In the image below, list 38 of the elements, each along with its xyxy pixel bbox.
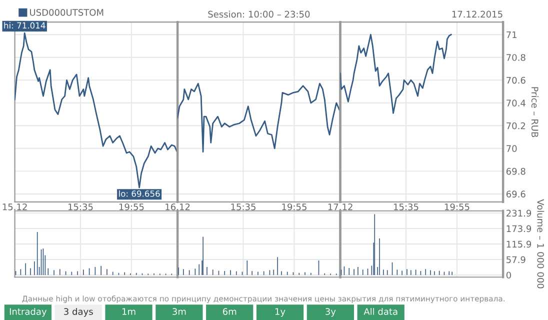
- x-tick-label: 15:35: [68, 203, 93, 210]
- annotation: hi: 71.014: [4, 22, 46, 29]
- y-tick-label: 70.4: [506, 100, 526, 106]
- text: 6m: [222, 308, 236, 315]
- y-tick-label: 69.6: [506, 190, 526, 198]
- x-tick-label: 16.12: [166, 203, 190, 210]
- y-tick-label: 57.9: [506, 256, 526, 264]
- legend-label: USD000UTSTOM: [30, 8, 104, 16]
- line-series: [340, 34, 452, 114]
- x-tick-label: 17.12: [328, 203, 352, 210]
- y-tick-label: 70.8: [506, 54, 526, 61]
- chart-title: Session: 10:00 – 23:50: [208, 10, 310, 18]
- x-tick-label: 19:55: [282, 203, 306, 210]
- x-tick-label: 15:35: [231, 203, 256, 210]
- y-tick-label: 70: [506, 145, 517, 152]
- y-tick-label: 231.9: [506, 210, 532, 217]
- text: 3 days: [64, 308, 93, 317]
- y-axis-title: Volume – 1 000 000: [537, 199, 544, 288]
- x-tick-label: 19:55: [119, 203, 144, 210]
- text: All data: [364, 308, 398, 315]
- chart-subtitle: 17.12.2015: [452, 10, 502, 18]
- x-tick-label: 15.12: [2, 203, 27, 210]
- x-tick-label: 15:35: [394, 203, 418, 210]
- annotation: lo: 69.656: [119, 190, 160, 197]
- y-tick-label: 115.9: [506, 240, 532, 248]
- y-tick-label: 69.8: [506, 168, 526, 175]
- text: 1y: [275, 308, 286, 317]
- y-tick-label: 173.9: [506, 225, 532, 232]
- y-axis-title: Price – RUB: [531, 87, 538, 138]
- text: 1m: [122, 308, 136, 315]
- x-tick-label: 19:55: [444, 203, 470, 210]
- y-tick-label: 70.2: [506, 122, 526, 130]
- y-tick-label: 70.6: [506, 76, 526, 84]
- y-tick-label: 0: [506, 272, 511, 279]
- text: Intraday: [10, 308, 47, 317]
- text: 3y: [326, 308, 336, 317]
- y-tick-label: 71: [506, 31, 516, 38]
- text: 3m: [172, 308, 186, 315]
